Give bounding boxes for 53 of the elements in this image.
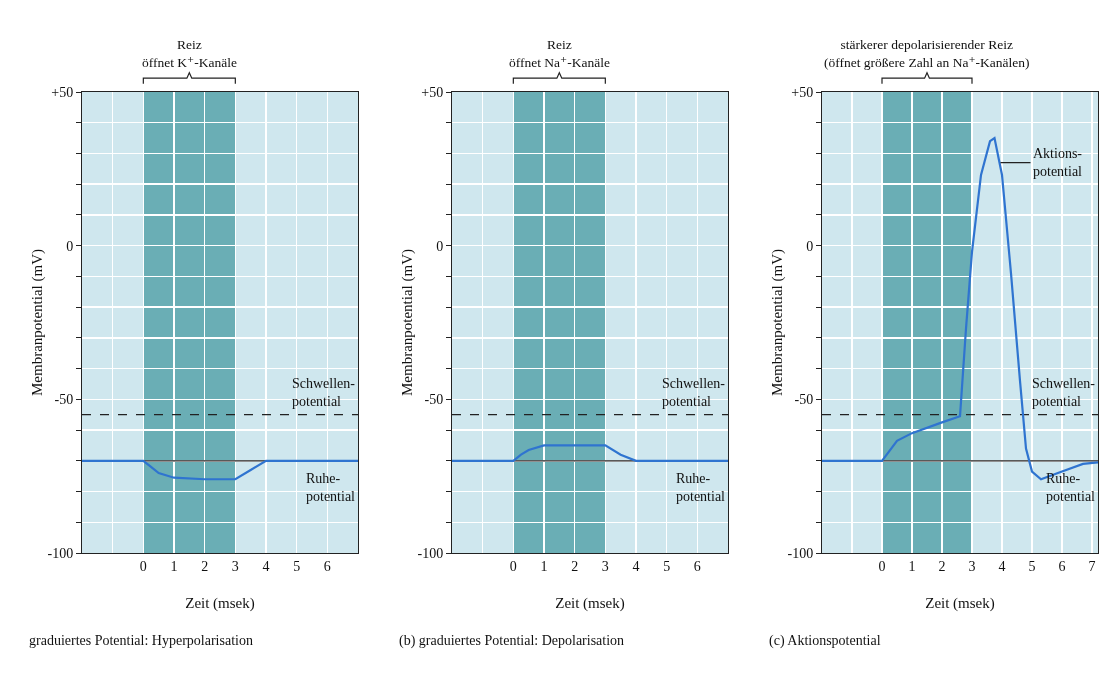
y-axis-title: Membranpotential (mV) <box>769 248 786 397</box>
x-tick-label: 6 <box>323 558 331 574</box>
x-tick-label: 2 <box>571 558 579 574</box>
x-tick-label: 5 <box>293 558 301 574</box>
x-tick-label: 1 <box>908 558 916 574</box>
y-tick-label: +50 <box>791 84 814 100</box>
x-axis-title: Zeit (msek) <box>185 595 255 612</box>
y-axis-title: Membranpotential (mV) <box>399 248 416 397</box>
y-tick-label: -50 <box>424 392 444 408</box>
text: graduiertes Potential: Hyperpolarisation <box>29 633 253 648</box>
band-label: Reiz öffnet Na⁺-Kanäle <box>509 37 610 70</box>
y-tick-label: 0 <box>436 238 444 254</box>
ref-line-label: Schwellen- potential <box>662 376 726 410</box>
x-tick-label: 6 <box>693 558 701 574</box>
y-tick-label: +50 <box>51 84 74 100</box>
ref-line-label: Schwellen- potential <box>292 376 356 410</box>
x-tick-label: 3 <box>968 558 976 574</box>
y-tick-label: -100 <box>417 545 444 561</box>
x-tick-label: 0 <box>878 558 886 574</box>
band-label: Reiz öffnet K⁺-Kanäle <box>142 37 237 70</box>
x-tick-label: 5 <box>1028 558 1036 574</box>
x-tick-label: 5 <box>663 558 671 574</box>
ref-line-label: Schwellen- potential <box>1032 376 1096 410</box>
annotation: Aktions- potential <box>1033 146 1083 180</box>
x-tick-label: 4 <box>262 558 270 574</box>
y-tick-label: 0 <box>806 238 814 254</box>
text: (b) graduiertes Potential: Depolarisation <box>399 633 625 649</box>
y-tick-label: -50 <box>54 392 74 408</box>
x-tick-label: 3 <box>601 558 609 574</box>
text: (c) Aktionspotential <box>769 633 881 649</box>
y-axis-title: Membranpotential (mV) <box>29 248 46 397</box>
band-label: stärkerer depolarisierender Reiz (öffnet größere Zahl an Na⁺-Kanälen) <box>824 37 1030 70</box>
y-tick-label: -50 <box>794 392 814 408</box>
x-axis-title: Zeit (msek) <box>555 595 625 612</box>
x-tick-label: 3 <box>231 558 239 574</box>
x-tick-label: 1 <box>540 558 548 574</box>
x-tick-label: 0 <box>509 558 517 574</box>
x-tick-label: 4 <box>998 558 1006 574</box>
y-tick-label: -100 <box>47 545 74 561</box>
ref-line-label: Ruhe- potential <box>306 471 356 505</box>
y-tick-label: 0 <box>66 238 74 254</box>
y-tick-label: -100 <box>787 545 814 561</box>
x-tick-label: 0 <box>139 558 147 574</box>
x-tick-label: 1 <box>170 558 178 574</box>
x-tick-label: 7 <box>1088 558 1096 574</box>
x-tick-label: 6 <box>1058 558 1066 574</box>
y-tick-label: +50 <box>421 84 444 100</box>
ref-line-label: Ruhe- potential <box>676 471 726 505</box>
x-tick-label: 2 <box>201 558 209 574</box>
x-tick-label: 4 <box>632 558 640 574</box>
x-axis-title: Zeit (msek) <box>925 595 995 612</box>
x-tick-label: 2 <box>938 558 946 574</box>
ref-line-label: Ruhe- potential <box>1046 471 1096 505</box>
